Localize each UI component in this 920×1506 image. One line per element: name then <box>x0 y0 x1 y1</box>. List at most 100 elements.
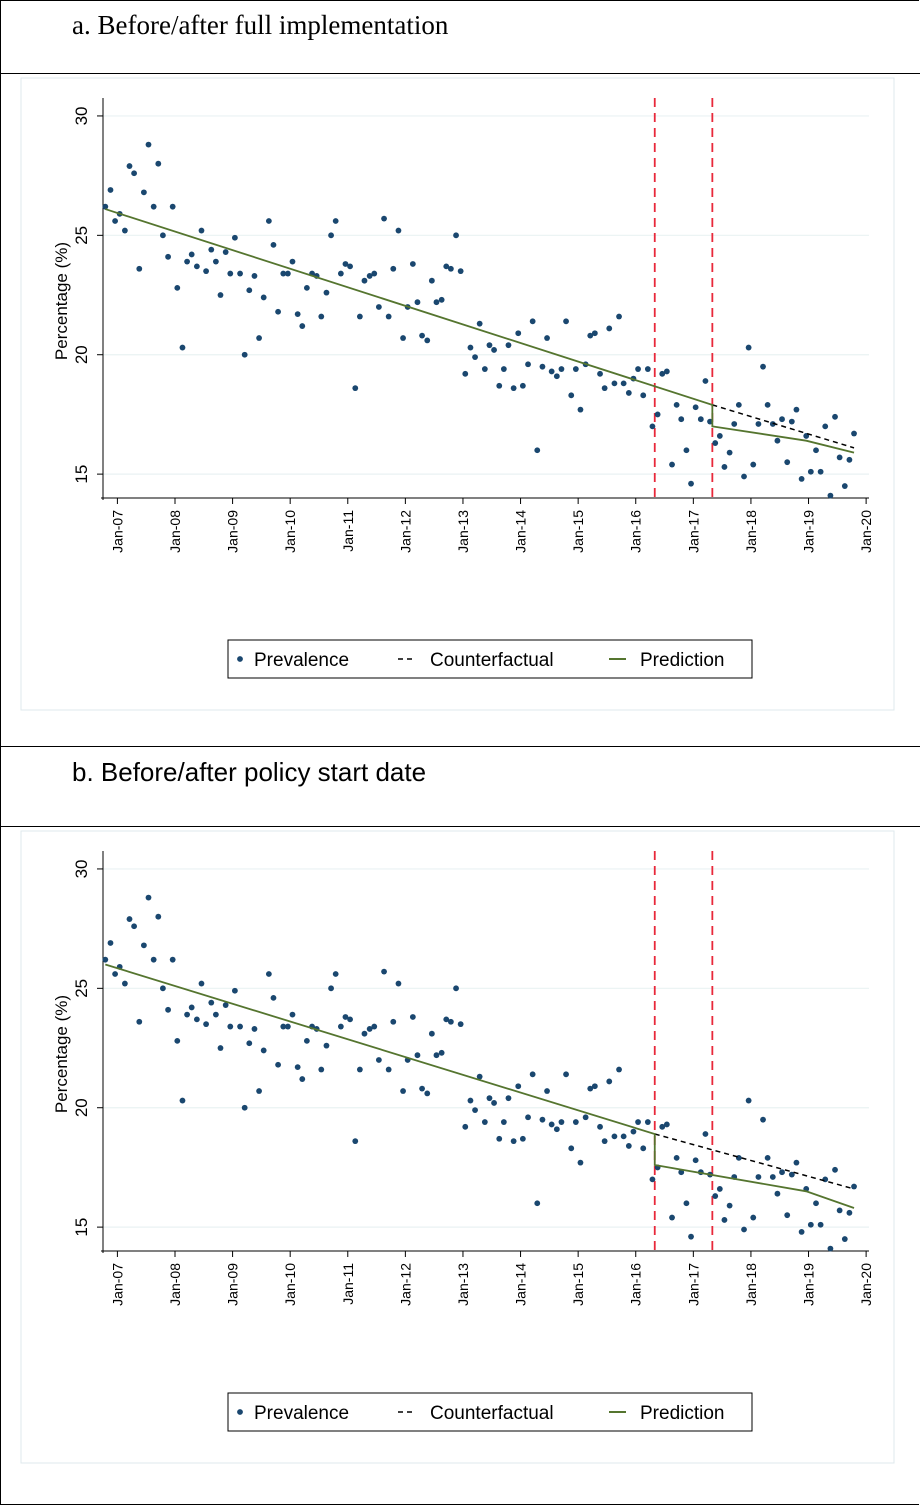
panel-a-divider <box>0 73 920 74</box>
prevalence-point <box>649 1176 656 1183</box>
prevalence-point <box>519 1135 526 1142</box>
prevalence-point <box>447 1018 454 1025</box>
prevalence-point <box>174 284 181 291</box>
prevalence-point <box>798 475 805 482</box>
prevalence-point <box>280 270 287 277</box>
prevalence-point <box>793 1159 800 1166</box>
prevalence-point <box>625 390 632 396</box>
prevalence-point <box>510 1138 517 1145</box>
prevalence-point <box>447 265 454 272</box>
prevalence-point <box>606 1078 613 1085</box>
prevalence-point <box>472 354 478 361</box>
prevalence-point <box>793 406 800 413</box>
prevalence-point <box>457 1021 464 1028</box>
prevalence-point <box>572 366 579 372</box>
y-tick-label: 15 <box>72 465 91 484</box>
prevalence-point <box>654 411 661 418</box>
prevalence-point <box>193 1016 200 1023</box>
prevalence-point <box>496 382 503 389</box>
prevalence-point <box>424 1090 431 1097</box>
prevalence-point <box>256 1088 262 1094</box>
prediction-line <box>105 208 855 454</box>
x-tick-label: Jan-17 <box>685 510 701 553</box>
prevalence-point <box>822 1176 829 1183</box>
prevalence-point <box>251 273 258 279</box>
prevalence-point <box>683 1200 690 1207</box>
prevalence-point <box>491 1100 497 1106</box>
y-axis-title: Percentage (%) <box>52 995 71 1113</box>
panel-b-top-divider <box>0 746 920 747</box>
prevalence-point <box>486 1095 493 1102</box>
prevalence-point <box>846 1209 853 1216</box>
prevalence-point <box>284 1023 291 1030</box>
prevalence-point <box>481 366 488 372</box>
prevalence-point <box>496 1135 503 1142</box>
prevalence-point <box>231 987 238 994</box>
legend-prediction-label: Prediction <box>640 1403 725 1424</box>
x-tick-label: Jan-16 <box>628 510 644 553</box>
prevalence-point <box>467 1097 474 1104</box>
x-tick-label: Jan-20 <box>858 510 874 553</box>
prevalence-point <box>184 258 190 265</box>
prevalence-point <box>760 1116 766 1123</box>
prevalence-point <box>246 287 253 294</box>
prevalence-point <box>659 1123 666 1130</box>
prevalence-point <box>539 363 546 370</box>
prevalence-point <box>568 1145 575 1152</box>
prevalence-point <box>112 218 118 224</box>
prevalence-point <box>601 385 608 392</box>
prevalence-point <box>558 1119 565 1125</box>
prevalence-point <box>299 1076 306 1082</box>
legend: Prevalence Counterfactual Prediction <box>227 1392 753 1432</box>
prevalence-point <box>635 1119 641 1125</box>
prevalence-point <box>332 218 339 224</box>
x-tick-label: Jan-07 <box>109 1263 125 1306</box>
prevalence-point <box>361 1030 368 1037</box>
prevalence-point <box>827 1245 834 1252</box>
prevalence-point <box>500 1119 507 1125</box>
prevalence-point <box>630 1128 637 1135</box>
prevalence-point <box>443 263 450 270</box>
prevalence-point <box>851 430 857 437</box>
prevalence-point <box>237 1023 243 1030</box>
prevalence-point <box>217 292 224 298</box>
prevalence-point <box>222 1002 229 1008</box>
prevalence-point <box>390 1018 397 1025</box>
prevalence-point <box>750 461 757 468</box>
prevalence-point <box>544 335 550 341</box>
prevalence-point <box>126 163 133 169</box>
prevalence-point <box>375 304 382 310</box>
prevalence-point <box>525 1114 531 1121</box>
prevalence-point <box>112 971 118 977</box>
legend-prediction-label: Prediction <box>640 650 725 671</box>
prevalence-point <box>745 1097 752 1104</box>
prevalence-point <box>212 1011 219 1018</box>
prevalence-point <box>467 344 474 351</box>
prevalence-point <box>121 980 128 987</box>
prevalence-point <box>716 1186 723 1192</box>
prevalence-point <box>150 956 157 963</box>
prevalence-point <box>587 332 594 339</box>
prevalence-point <box>231 234 238 241</box>
prevalence-point <box>371 270 378 277</box>
prevalence-point <box>140 189 147 196</box>
prevalence-point <box>539 1116 546 1123</box>
prevalence-point <box>136 265 143 272</box>
prevalence-point <box>179 344 186 351</box>
prevalence-point <box>260 294 267 301</box>
prevalence-point <box>553 1126 560 1133</box>
prevalence-point <box>318 313 325 320</box>
prevalence-point <box>155 160 162 167</box>
prevalence-point <box>227 270 234 277</box>
prevalence-point <box>390 265 397 272</box>
prevalence-point <box>203 268 209 275</box>
prevalence-point <box>145 141 152 148</box>
y-tick-label: 20 <box>72 1098 91 1117</box>
prevalence-point <box>563 1071 569 1078</box>
prevalence-point <box>193 263 200 270</box>
y-tick-label: 20 <box>72 345 91 364</box>
x-tick-label: Jan-10 <box>282 510 298 553</box>
prevalence-point <box>755 421 762 427</box>
prevalence-point <box>774 437 781 444</box>
prevalence-point <box>563 318 569 325</box>
